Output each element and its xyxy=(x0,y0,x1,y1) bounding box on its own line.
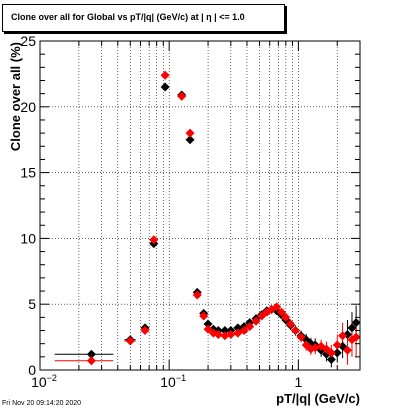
data-point xyxy=(342,345,352,355)
data-point xyxy=(160,82,170,92)
data-point xyxy=(332,340,342,350)
data-point xyxy=(245,322,255,332)
data-point xyxy=(149,235,159,245)
tick-labels: 0 5 10 15 20 25 10−2 10−1 1 xyxy=(20,33,302,390)
data-point xyxy=(347,323,357,333)
data-point xyxy=(226,329,236,339)
x-tick-label: 10−2 xyxy=(31,373,57,390)
data-point xyxy=(220,326,230,336)
x-axis-title: pT/|q| (GeV/c) xyxy=(276,391,360,406)
data-point xyxy=(332,348,342,358)
data-point xyxy=(86,349,96,359)
data-point xyxy=(86,356,96,366)
data-point xyxy=(272,302,282,312)
chart-title: Clone over all for Global vs pT/|q| (GeV… xyxy=(11,12,245,22)
y-axis-title: Clone over all (%) xyxy=(8,42,23,151)
y-tick-label: 5 xyxy=(28,296,36,312)
data-point xyxy=(296,332,306,342)
data-point xyxy=(251,316,261,326)
data-point xyxy=(185,135,195,145)
data-point xyxy=(185,128,195,138)
data-point xyxy=(239,326,249,336)
data-point xyxy=(276,307,286,317)
data-point xyxy=(160,70,170,80)
data-point xyxy=(286,319,296,329)
title-box: Clone over all for Global vs pT/|q| (GeV… xyxy=(2,4,285,32)
data-point xyxy=(351,318,361,328)
data-point xyxy=(203,324,213,334)
axis-ticks xyxy=(39,40,361,371)
data-point xyxy=(257,311,267,321)
x-tick-label: 10−1 xyxy=(160,373,186,390)
data-point xyxy=(220,331,230,341)
data-point xyxy=(177,91,187,101)
y-tick-label: 15 xyxy=(20,165,36,181)
x-tick-label: 1 xyxy=(294,374,302,390)
data-point xyxy=(326,348,336,358)
data-point xyxy=(125,336,135,346)
data-point xyxy=(326,354,336,364)
data-point xyxy=(140,326,150,336)
plot-frame xyxy=(39,40,361,371)
data-point xyxy=(192,290,202,300)
grid-lines xyxy=(40,41,361,370)
data-point xyxy=(351,332,361,342)
y-tick-label: 25 xyxy=(20,33,36,49)
y-tick-label: 0 xyxy=(28,362,36,378)
data-point xyxy=(310,343,320,353)
data-point xyxy=(338,331,348,341)
data-point xyxy=(203,319,213,329)
data-point xyxy=(290,326,300,336)
data-point xyxy=(281,312,291,322)
data-point xyxy=(199,311,209,321)
timestamp-footer: Fri Nov 20 09:14:20 2020 xyxy=(2,400,81,407)
y-tick-label: 10 xyxy=(20,230,36,246)
y-tick-label: 20 xyxy=(20,99,36,115)
data-point xyxy=(213,329,223,339)
data-markers xyxy=(86,70,361,366)
